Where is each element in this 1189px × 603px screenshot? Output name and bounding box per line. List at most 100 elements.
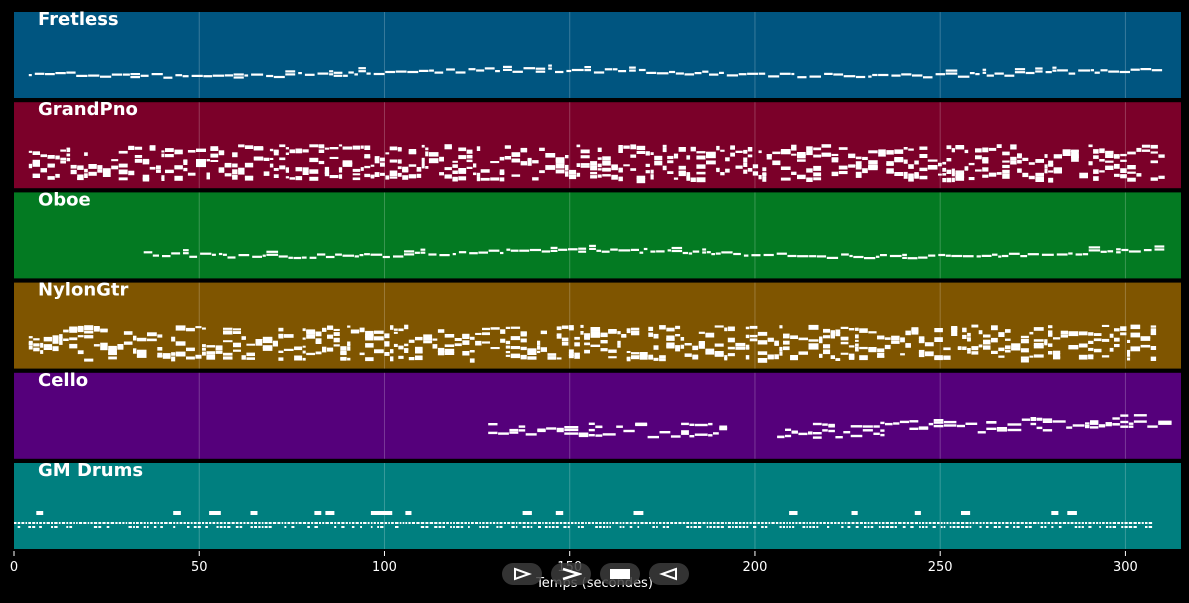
note <box>1048 177 1054 183</box>
note <box>341 522 345 524</box>
note <box>314 526 318 528</box>
note <box>1105 522 1109 524</box>
note <box>1099 170 1105 173</box>
note <box>458 251 467 254</box>
note <box>397 159 402 164</box>
note <box>444 344 455 347</box>
note <box>1048 330 1053 336</box>
note <box>55 72 66 75</box>
note <box>924 351 934 357</box>
stop-button[interactable] <box>600 563 640 585</box>
note <box>1150 144 1158 149</box>
note <box>1109 522 1112 524</box>
note <box>774 354 779 360</box>
note <box>675 325 681 330</box>
note <box>902 256 907 259</box>
note <box>100 342 108 347</box>
note <box>848 355 855 359</box>
note <box>567 526 570 528</box>
note <box>253 156 264 160</box>
note <box>511 174 521 177</box>
note <box>200 252 212 255</box>
note <box>666 335 675 341</box>
note <box>1016 526 1020 528</box>
note <box>716 526 720 528</box>
note <box>52 336 59 340</box>
note <box>538 526 541 528</box>
note <box>511 153 521 157</box>
note <box>434 522 438 524</box>
note <box>855 522 859 524</box>
note <box>545 165 556 170</box>
note <box>453 522 455 524</box>
note <box>912 74 923 77</box>
note <box>797 152 806 157</box>
note <box>745 355 750 360</box>
note <box>919 154 928 158</box>
note <box>951 168 955 174</box>
note <box>782 526 785 528</box>
play-button[interactable] <box>502 563 542 585</box>
note <box>384 511 393 515</box>
note <box>914 174 919 179</box>
note <box>175 325 186 328</box>
note <box>218 167 225 172</box>
note <box>311 522 314 524</box>
note <box>165 171 174 174</box>
note <box>1090 420 1099 423</box>
note <box>295 522 298 524</box>
note <box>1048 351 1053 355</box>
note <box>906 522 910 524</box>
note <box>629 522 633 524</box>
note <box>261 522 264 524</box>
note <box>730 152 735 157</box>
note <box>171 352 176 356</box>
note <box>666 526 669 528</box>
note <box>855 156 862 160</box>
note <box>918 352 925 358</box>
note <box>791 146 797 151</box>
note-layer <box>14 511 1153 528</box>
note <box>639 355 648 360</box>
note <box>21 522 25 524</box>
note <box>238 167 245 172</box>
note <box>223 526 226 528</box>
note <box>354 255 359 258</box>
note <box>828 429 835 433</box>
note <box>977 431 986 434</box>
note <box>580 155 590 159</box>
note <box>302 337 306 340</box>
note <box>500 329 506 334</box>
note <box>692 354 699 358</box>
note <box>878 526 881 528</box>
note <box>473 163 477 168</box>
forward-button[interactable] <box>551 563 591 585</box>
note <box>434 71 444 74</box>
rewind-button[interactable] <box>649 563 689 585</box>
note <box>238 254 250 257</box>
note <box>1007 428 1022 432</box>
note <box>618 150 623 153</box>
note <box>588 428 595 432</box>
note <box>360 145 364 149</box>
note <box>1007 423 1022 426</box>
note <box>828 423 835 427</box>
note <box>721 251 733 254</box>
note <box>864 522 867 524</box>
note <box>1130 332 1141 338</box>
note <box>278 333 284 339</box>
note <box>952 522 956 524</box>
note <box>1062 151 1071 156</box>
note <box>918 336 925 339</box>
note <box>174 175 183 181</box>
note <box>458 155 467 160</box>
note <box>407 70 419 74</box>
note <box>967 351 971 354</box>
note <box>1093 333 1102 336</box>
note <box>309 157 319 163</box>
note <box>864 526 867 528</box>
note <box>333 74 343 77</box>
note <box>469 336 475 340</box>
note <box>1093 348 1102 353</box>
